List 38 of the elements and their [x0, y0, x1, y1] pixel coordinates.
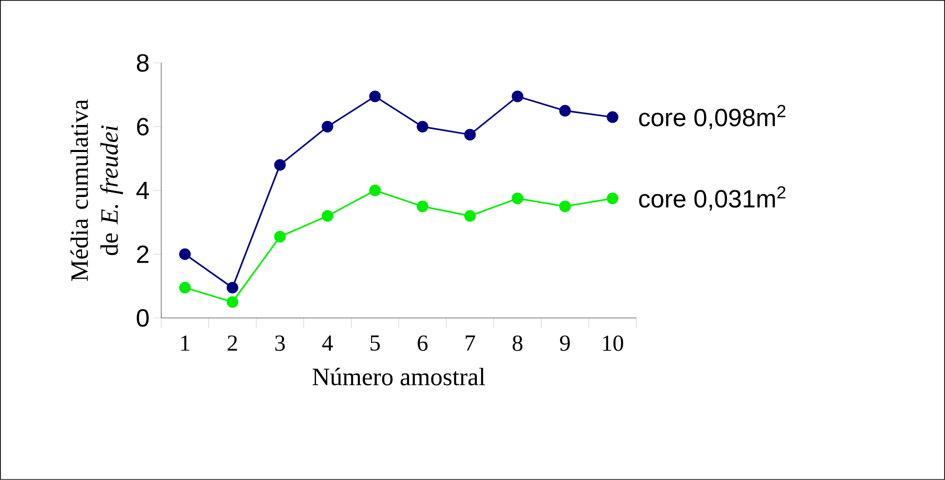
- series-label: core 0,098m$^{2}$: [639, 104, 786, 130]
- x-axis-title: Número amostral: [312, 368, 486, 386]
- x-tick-label: 7: [466, 336, 476, 351]
- point: [179, 282, 191, 294]
- x-tick-label: 1: [181, 336, 190, 351]
- y-tick-label: 6: [137, 118, 149, 136]
- point: [606, 111, 618, 123]
- x-tick-label: 8: [512, 336, 522, 351]
- point: [322, 210, 334, 222]
- point: [464, 128, 476, 140]
- point: [512, 192, 524, 204]
- point: [274, 159, 286, 171]
- point: [512, 90, 524, 102]
- series-label: core 0,031m$^{2}$: [639, 186, 786, 211]
- x-tick-label: 9: [560, 336, 570, 351]
- x-tick-label: 6: [418, 336, 428, 351]
- x-tick-label: 3: [275, 336, 285, 351]
- y-tick-label: 8: [136, 54, 149, 72]
- x-tick-label: 5: [370, 336, 380, 351]
- point: [322, 120, 334, 133]
- y-tick-label: 0: [136, 309, 149, 327]
- point: [226, 296, 238, 308]
- point: [226, 282, 238, 294]
- x-tick-label: 10: [603, 336, 624, 351]
- x-tick-label: 2: [228, 336, 237, 351]
- point: [464, 210, 476, 222]
- point: [606, 192, 618, 204]
- x-tick-label: 4: [322, 336, 333, 351]
- point: [274, 230, 286, 243]
- y-tick-label: 2: [137, 246, 148, 263]
- point: [369, 184, 381, 196]
- y-tick-label: 4: [136, 182, 149, 200]
- point: [559, 200, 571, 212]
- point: [179, 248, 191, 260]
- point: [369, 90, 381, 102]
- point: [416, 120, 428, 133]
- point: [559, 104, 571, 117]
- point: [416, 200, 428, 212]
